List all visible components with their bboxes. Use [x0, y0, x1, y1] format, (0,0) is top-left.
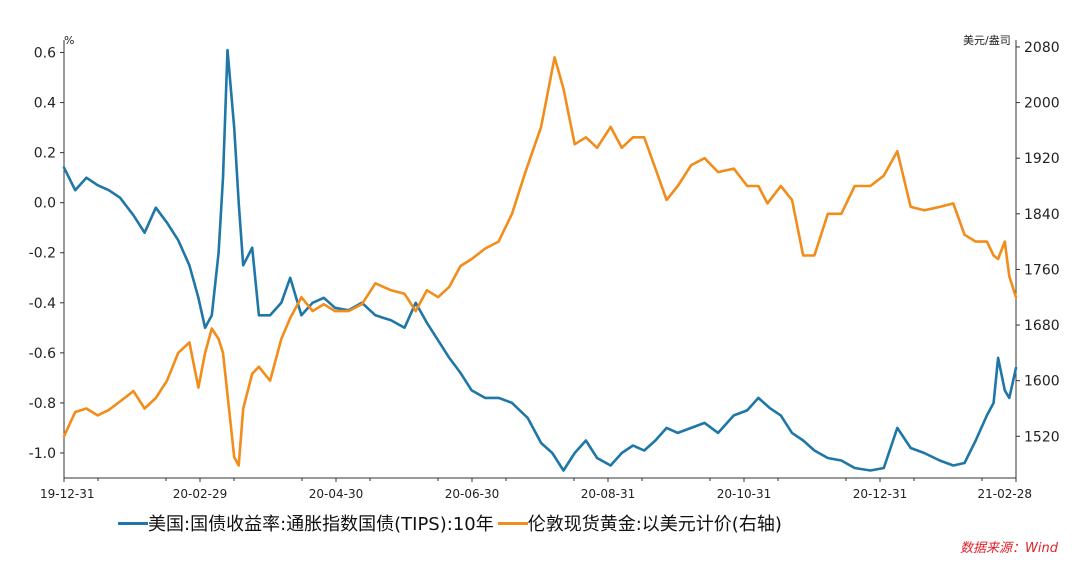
series-line-tips [62, 48, 1018, 472]
left-tick-label: 0.2 [34, 146, 56, 162]
plot-area [62, 48, 1018, 472]
x-tick-label: 20-12-31 [853, 487, 907, 500]
x-tick-label: 20-02-29 [173, 487, 227, 500]
left-tick-label: -0.4 [29, 296, 56, 312]
left-tick-label: 0.6 [34, 46, 56, 62]
left-tick-label: -0.2 [29, 246, 56, 262]
legend-item-tips: 美国:国债收益率:通胀指数国债(TIPS):10年 [118, 510, 494, 536]
left-tick-label: 0.4 [34, 96, 56, 112]
x-tick-label: 20-10-31 [717, 487, 771, 500]
right-tick-label: 2080 [1024, 40, 1060, 56]
x-tick-label: 21-02-28 [978, 487, 1032, 500]
right-tick-label: 2000 [1024, 96, 1060, 112]
right-tick-label: 1520 [1024, 429, 1060, 445]
left-tick-label: -0.6 [29, 346, 56, 362]
legend-label-gold: 伦敦现货黄金:以美元计价(右轴) [527, 514, 782, 535]
right-tick-label: 1600 [1024, 374, 1060, 390]
x-tick-label: 20-06-30 [445, 487, 499, 500]
x-tick-label: 20-08-31 [581, 487, 635, 500]
series-line-gold [62, 56, 1018, 467]
chart: 0.6 0.4 0.2 0.0 -0.2 -0.4 -0.6 -0.8 -1.0 2080 2000… [29, 33, 1060, 500]
left-tick-label: -0.8 [29, 396, 56, 412]
right-tick-label: 1680 [1024, 318, 1060, 334]
x-tick-label: 19-12-31 [40, 487, 94, 500]
left-axis-unit: % [64, 34, 74, 47]
source-note: 数据来源：Wind [960, 541, 1058, 556]
legend: 美国:国债收益率:通胀指数国债(TIPS):10年 伦敦现货黄金:以美元计价(右… [118, 510, 786, 536]
legend-swatch-tips [118, 521, 148, 525]
left-tick-label: 0.0 [34, 196, 56, 212]
left-tick-label: -1.0 [29, 446, 56, 462]
right-tick-label: 1760 [1024, 262, 1060, 278]
legend-item-gold: 伦敦现货黄金:以美元计价(右轴) [497, 510, 782, 536]
right-axis-unit: 美元/盎司 [963, 33, 1011, 47]
axes: 0.6 0.4 0.2 0.0 -0.2 -0.4 -0.6 -0.8 -1.0 2080 2000… [29, 40, 1060, 500]
legend-swatch-gold [497, 521, 528, 525]
x-tick-label: 20-04-30 [309, 487, 363, 500]
right-tick-label: 1840 [1024, 207, 1060, 223]
legend-label-tips: 美国:国债收益率:通胀指数国债(TIPS):10年 [148, 514, 494, 535]
right-tick-label: 1920 [1024, 151, 1060, 167]
